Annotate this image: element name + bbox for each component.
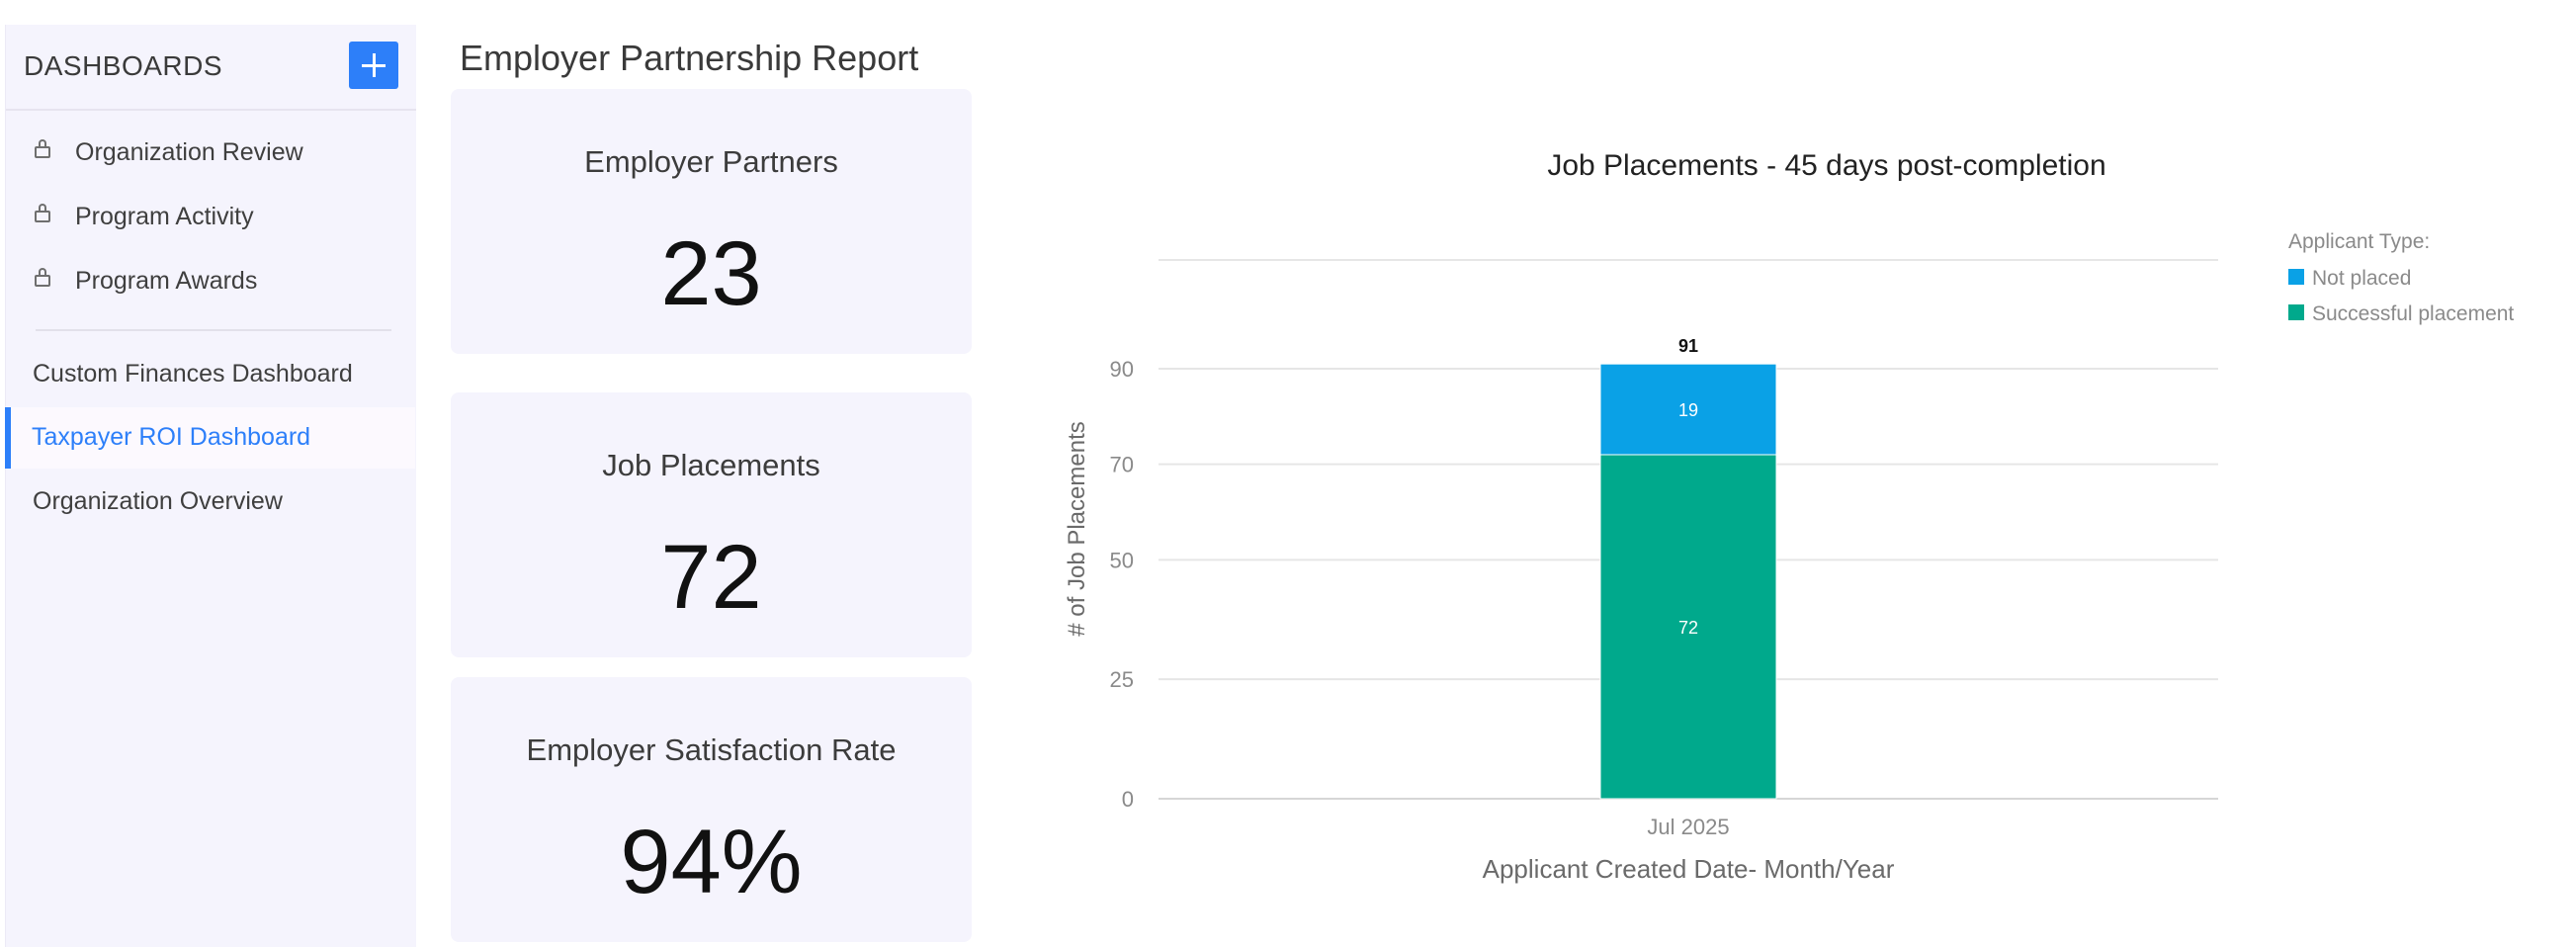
bar-total-label: 91 bbox=[1678, 336, 1698, 356]
y-tick-label: 50 bbox=[1110, 548, 1134, 572]
sidebar-item-taxpayer-roi[interactable]: Taxpayer ROI Dashboard bbox=[5, 407, 415, 469]
sidebar-item-label: Custom Finances Dashboard bbox=[33, 360, 353, 387]
page-title: Employer Partnership Report bbox=[460, 38, 919, 78]
sidebar-item-label: Taxpayer ROI Dashboard bbox=[32, 423, 311, 451]
sidebar-item-label: Organization Review bbox=[75, 138, 303, 166]
kpi-card-employer-satisfaction: Employer Satisfaction Rate 94% bbox=[451, 677, 972, 942]
y-tick-label: 90 bbox=[1110, 357, 1134, 382]
legend-entry: Successful placement bbox=[2312, 302, 2514, 325]
kpi-value: 72 bbox=[660, 527, 762, 628]
bar-segment-label: 19 bbox=[1678, 400, 1698, 420]
lock-icon bbox=[35, 268, 50, 287]
lock-icon bbox=[35, 139, 50, 158]
legend-title: Applicant Type: bbox=[2288, 230, 2430, 253]
x-tick-label: Jul 2025 bbox=[1647, 815, 1729, 839]
legend-swatch bbox=[2288, 304, 2304, 320]
sidebar-divider bbox=[36, 329, 391, 331]
sidebar-item-label: Program Awards bbox=[75, 267, 258, 295]
chart-title: Job Placements - 45 days post-completion bbox=[1547, 149, 2105, 182]
bar-segment bbox=[1599, 363, 1777, 456]
bar-segment bbox=[1599, 454, 1777, 800]
sidebar-panel: DASHBOARDS Organization Review Program A… bbox=[5, 25, 416, 947]
y-axis-label: # of Job Placements bbox=[1064, 421, 1090, 636]
kpi-label: Employer Partners bbox=[584, 144, 838, 179]
sidebar-header: DASHBOARDS bbox=[6, 25, 416, 111]
y-tick-label: 0 bbox=[1122, 787, 1134, 812]
kpi-label: Job Placements bbox=[602, 448, 820, 482]
sidebar-item-organization-review[interactable]: Organization Review bbox=[6, 123, 416, 184]
kpi-label: Employer Satisfaction Rate bbox=[526, 732, 897, 767]
sidebar-item-program-awards[interactable]: Program Awards bbox=[6, 251, 416, 312]
legend-entry: Not placed bbox=[2312, 267, 2411, 290]
y-tick-label: 25 bbox=[1110, 667, 1134, 692]
legend-swatch bbox=[2288, 269, 2304, 285]
lock-icon bbox=[35, 204, 50, 222]
kpi-card-job-placements: Job Placements 72 bbox=[451, 392, 972, 657]
chart-svg: Job Placements - 45 days post-completion… bbox=[1064, 149, 2514, 884]
kpi-value: 23 bbox=[660, 223, 762, 324]
sidebar-item-organization-overview[interactable]: Organization Overview bbox=[6, 472, 416, 533]
kpi-card-employer-partners: Employer Partners 23 bbox=[451, 89, 972, 354]
sidebar-item-label: Program Activity bbox=[75, 203, 254, 230]
sidebar-title: DASHBOARDS bbox=[24, 50, 223, 81]
y-tick-label: 70 bbox=[1110, 453, 1134, 477]
job-placements-chart: Job Placements - 45 days post-completion… bbox=[1028, 119, 2576, 909]
sidebar-item-custom-finances[interactable]: Custom Finances Dashboard bbox=[6, 344, 416, 405]
kpi-value: 94% bbox=[620, 812, 803, 912]
sidebar: DASHBOARDS Organization Review Program A… bbox=[0, 0, 416, 947]
bar-segment-label: 72 bbox=[1678, 618, 1698, 638]
x-axis-label: Applicant Created Date- Month/Year bbox=[1483, 854, 1895, 884]
sidebar-item-program-activity[interactable]: Program Activity bbox=[6, 187, 416, 248]
sidebar-item-label: Organization Overview bbox=[33, 487, 283, 515]
add-dashboard-button[interactable] bbox=[349, 42, 398, 89]
